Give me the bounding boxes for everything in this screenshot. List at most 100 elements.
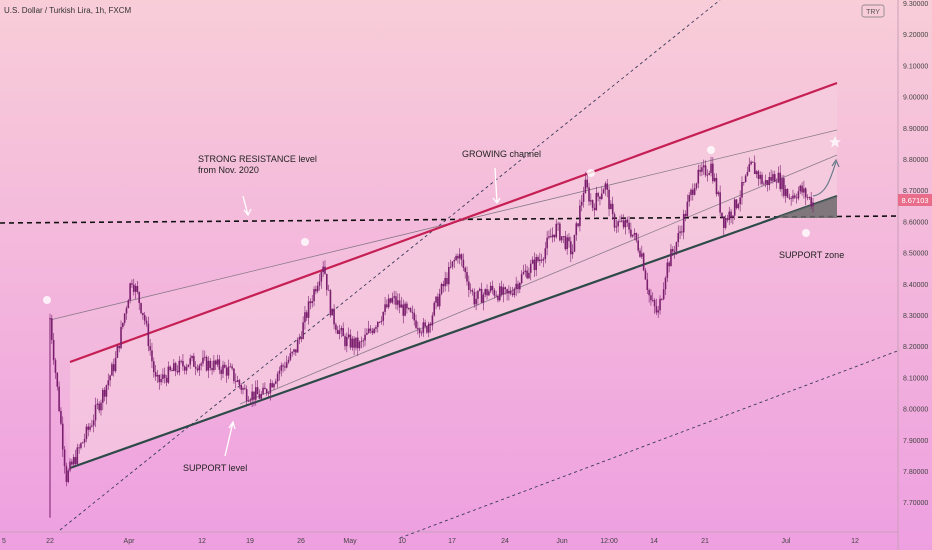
time-tick-label: 19	[246, 538, 254, 545]
candle-body	[393, 296, 395, 298]
candle-body	[123, 313, 126, 323]
candle-body	[347, 334, 350, 338]
candle-body	[577, 223, 579, 227]
candle-body	[633, 233, 636, 235]
candle-body	[641, 253, 643, 257]
candle-body	[617, 221, 619, 227]
candle-body	[642, 253, 645, 271]
candle-body	[701, 167, 703, 172]
candle-body	[773, 174, 776, 182]
candle-body	[209, 360, 212, 369]
candle-body	[160, 378, 162, 383]
candle-body	[265, 389, 268, 394]
price-tick-label: 8.90000	[903, 126, 928, 133]
candle-body	[176, 371, 179, 373]
candle-body	[737, 204, 740, 209]
projection-arrowhead	[831, 158, 840, 168]
candle-body	[402, 304, 405, 316]
candle-body	[211, 368, 213, 371]
price-tick-label: 8.20000	[903, 344, 928, 351]
time-tick-label: 21	[701, 538, 709, 545]
candle-body	[143, 315, 146, 321]
candle-body	[398, 300, 401, 308]
time-scale[interactable]: 5 22 Apr 12 19 26 May 10 17 24 Jun 12:00 14 21 Jul 12	[2, 538, 859, 545]
currency-badge-box	[861, 4, 885, 18]
candle-body	[457, 255, 459, 259]
candle-body	[369, 328, 372, 331]
candle-body	[438, 293, 441, 307]
price-scale[interactable]: 9.30000 9.20000 9.10000 9.00000 8.90000 8.800…	[903, 1, 928, 507]
candle-body	[309, 301, 312, 304]
candle-body	[626, 219, 629, 223]
star-icon	[829, 136, 841, 148]
candle-body	[351, 338, 354, 348]
candle-body	[502, 287, 505, 295]
candle-body	[692, 189, 694, 195]
candle-body	[165, 377, 168, 383]
current-price-badge	[898, 194, 932, 206]
candle-body	[566, 237, 568, 250]
candle-body	[591, 200, 594, 208]
candle-body	[784, 188, 787, 196]
upper-channel-line	[69, 81, 838, 364]
candle-body	[333, 308, 335, 325]
candle-body	[783, 178, 785, 196]
candle-body	[386, 304, 388, 308]
candle-body	[661, 298, 663, 300]
candle-body	[225, 367, 228, 376]
candle-body	[229, 366, 232, 368]
candle-body	[247, 400, 250, 402]
pivot-marker	[707, 146, 715, 154]
candle-body	[191, 355, 193, 359]
candle-body	[149, 346, 151, 351]
candle-body	[129, 283, 131, 301]
candle-body	[371, 330, 374, 333]
candle-body	[759, 174, 761, 179]
time-tick-label: 26	[297, 538, 305, 545]
candle-body	[173, 363, 175, 372]
candle-body	[715, 177, 718, 195]
candle-body	[61, 423, 64, 450]
candle-body	[498, 286, 501, 301]
candle-body	[546, 237, 548, 249]
price-tick-label: 9.00000	[903, 95, 928, 102]
candle-body	[329, 290, 332, 316]
candle-body	[446, 278, 448, 285]
candle-body	[342, 328, 344, 337]
candle-body	[304, 312, 306, 323]
candle-body	[102, 389, 104, 403]
candle-body	[710, 163, 712, 174]
candle-body	[218, 359, 221, 370]
candle-body	[85, 426, 88, 440]
candle-body	[71, 461, 73, 465]
candle-body	[182, 361, 184, 367]
candle-body	[644, 270, 647, 280]
price-tick-label: 8.40000	[903, 282, 928, 289]
candle-body	[367, 328, 370, 333]
candle-body	[134, 286, 137, 292]
candle-body	[307, 301, 310, 318]
candle-body	[664, 277, 667, 290]
candle-body	[242, 388, 244, 390]
candle-body	[415, 320, 417, 328]
candle-body	[557, 223, 559, 225]
candle-body	[355, 337, 357, 348]
candle-body	[555, 223, 558, 238]
candle-body	[194, 366, 197, 369]
candle-body	[409, 308, 412, 312]
candle-body	[517, 283, 519, 290]
candle-body	[404, 303, 406, 316]
candle-body	[324, 266, 326, 274]
candle-body	[238, 380, 241, 385]
candle-body	[163, 374, 166, 378]
candle-body	[739, 197, 741, 205]
candle-body	[346, 337, 348, 347]
candle-body	[606, 183, 609, 190]
candle-body	[196, 368, 199, 371]
time-tick-label: 12:00	[600, 538, 618, 545]
candle-body	[216, 359, 219, 365]
candle-body	[362, 340, 365, 342]
candle-body	[480, 288, 483, 303]
candle-body	[442, 283, 445, 287]
candle-body	[207, 360, 210, 371]
